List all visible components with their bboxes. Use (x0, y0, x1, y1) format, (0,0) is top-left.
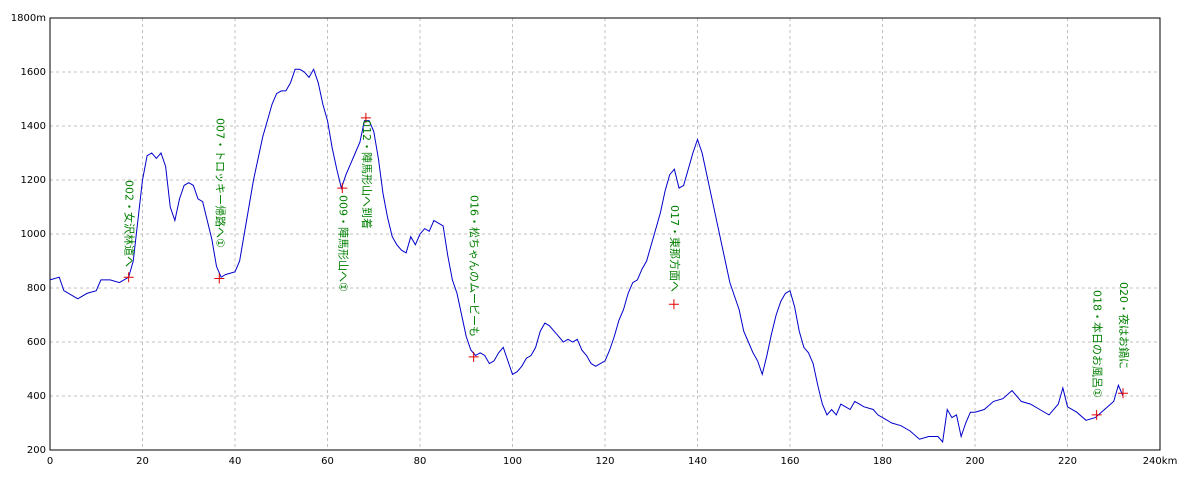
x-tick-label: 220 (1058, 456, 1077, 467)
waypoint-label: 017・東那方面へ (668, 205, 682, 292)
elevation-line (49, 68, 1124, 444)
x-tick-label: 180 (873, 456, 892, 467)
x-tick-label: 120 (595, 456, 614, 467)
x-tick-label: 140 (688, 456, 707, 467)
y-tick-label: 200 (27, 445, 46, 456)
waypoint-label: 009・陣馬形山へ① (336, 195, 349, 292)
waypoint-marker (337, 183, 348, 194)
y-tick-label: 1600 (21, 67, 46, 78)
x-tick-label: 160 (780, 456, 799, 467)
waypoint-marker (1091, 409, 1102, 420)
y-tick-label: 600 (27, 337, 46, 348)
waypoint-marker (214, 273, 225, 284)
plot-frame (49, 17, 1161, 451)
x-tick-label: 40 (229, 456, 242, 467)
x-tick-label: 200 (965, 456, 984, 467)
x-tick-label: 240km (1143, 456, 1178, 467)
x-tick-label: 0 (47, 456, 53, 467)
waypoint-label: 002・女沢林道へ (123, 180, 137, 267)
x-tick-label: 20 (136, 456, 149, 467)
y-tick-label: 800 (27, 283, 46, 294)
y-tick-label: 1800m (11, 13, 46, 24)
waypoint-marker (468, 351, 479, 362)
x-tick-label: 100 (503, 456, 522, 467)
waypoint-label: 012・陣馬形山へ到着 (360, 120, 374, 229)
y-tick-label: 400 (27, 391, 46, 402)
y-tick-label: 1000 (21, 229, 46, 240)
waypoint-label: 020・夜はお鍋に (1117, 282, 1131, 369)
waypoint-marker (360, 112, 371, 123)
waypoint-label: 016・松ちゃんのムービーも (468, 195, 482, 337)
waypoint-marker (668, 299, 679, 310)
waypoint-label: 007・トロッキー帰路へ① (213, 118, 226, 248)
waypoint-label: 018・本日のお風呂① (1091, 290, 1105, 398)
x-tick-label: 80 (414, 456, 427, 467)
y-tick-label: 1200 (21, 175, 46, 186)
y-tick-label: 1400 (21, 121, 46, 132)
waypoint-marker (123, 272, 134, 283)
waypoint-marker (1118, 388, 1128, 399)
x-tick-label: 60 (321, 456, 334, 467)
